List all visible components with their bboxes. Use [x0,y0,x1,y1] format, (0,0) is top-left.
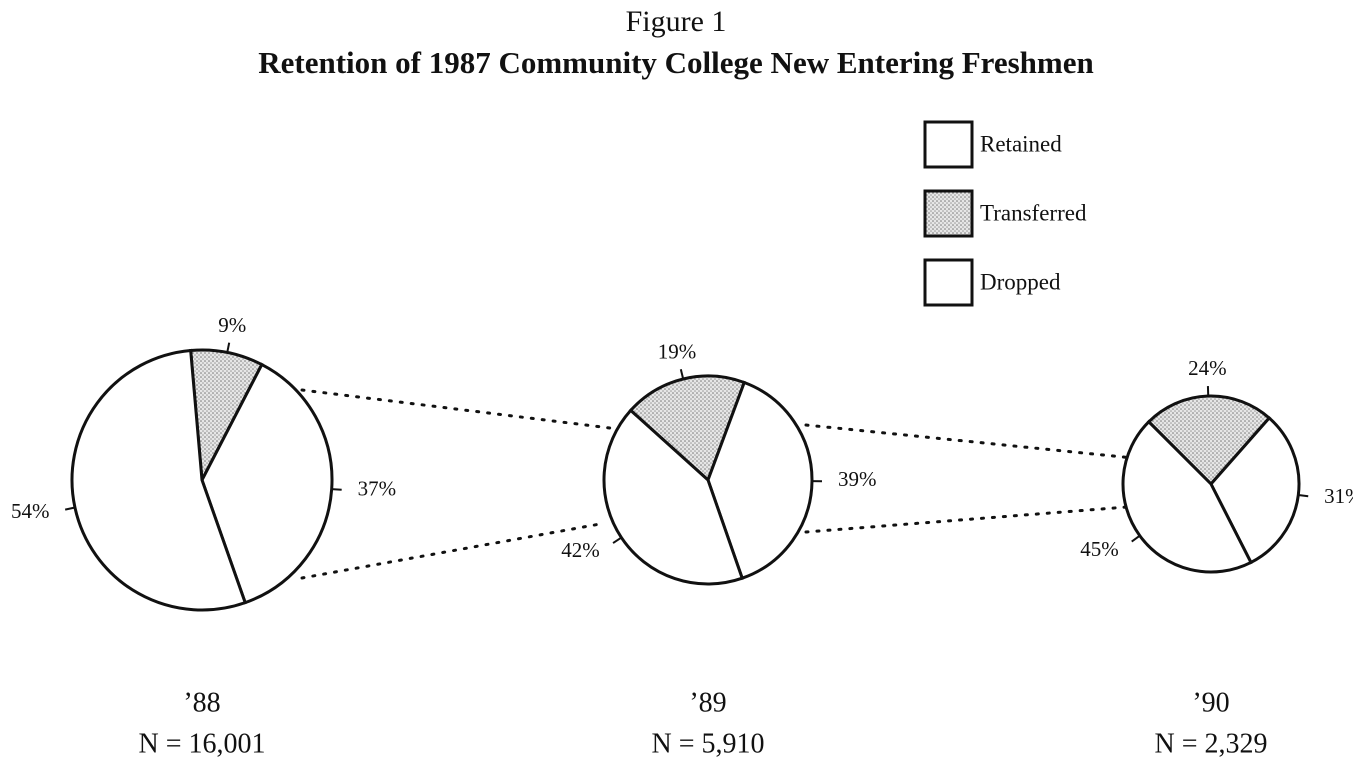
legend-swatch [923,189,974,238]
pie-count: N = 2,329 [1154,728,1267,759]
connectors [300,388,1142,580]
pie-label: ’90 [1192,687,1229,718]
pie-label: ’89 [689,687,726,718]
legend-label: Dropped [980,269,1061,294]
label-tick [331,488,342,491]
label-tick [679,369,685,380]
value-label: 45% [1080,537,1119,561]
value-label: 54% [11,499,50,523]
pie-slice [1146,394,1272,487]
pie-count: N = 16,001 [138,728,265,759]
pie-slice [70,348,248,612]
value-label: 39% [838,467,877,491]
value-label: 24% [1188,356,1227,380]
legend-label: Retained [980,131,1062,156]
legend-swatch [923,258,974,307]
legend-label: Transferred [980,200,1087,225]
label-tick [612,536,622,544]
label-tick [1298,494,1309,498]
value-label: 9% [218,313,246,337]
legend-swatch [923,120,974,169]
pie-label: ’88 [183,687,220,718]
pie-slice [706,380,814,581]
figure-label: Figure 1 [626,5,727,38]
pie-slice [602,408,745,586]
chart-title: Retention of 1987 Community College New … [258,45,1093,80]
value-label: 42% [561,538,600,562]
label-tick [226,342,231,353]
value-label: 19% [658,340,697,364]
label-tick [1131,534,1141,543]
pie-count: N = 5,910 [651,728,764,759]
value-label: 31% [1324,484,1353,508]
value-label: 37% [358,477,397,501]
label-tick [64,506,76,511]
pie-slice [628,374,747,483]
